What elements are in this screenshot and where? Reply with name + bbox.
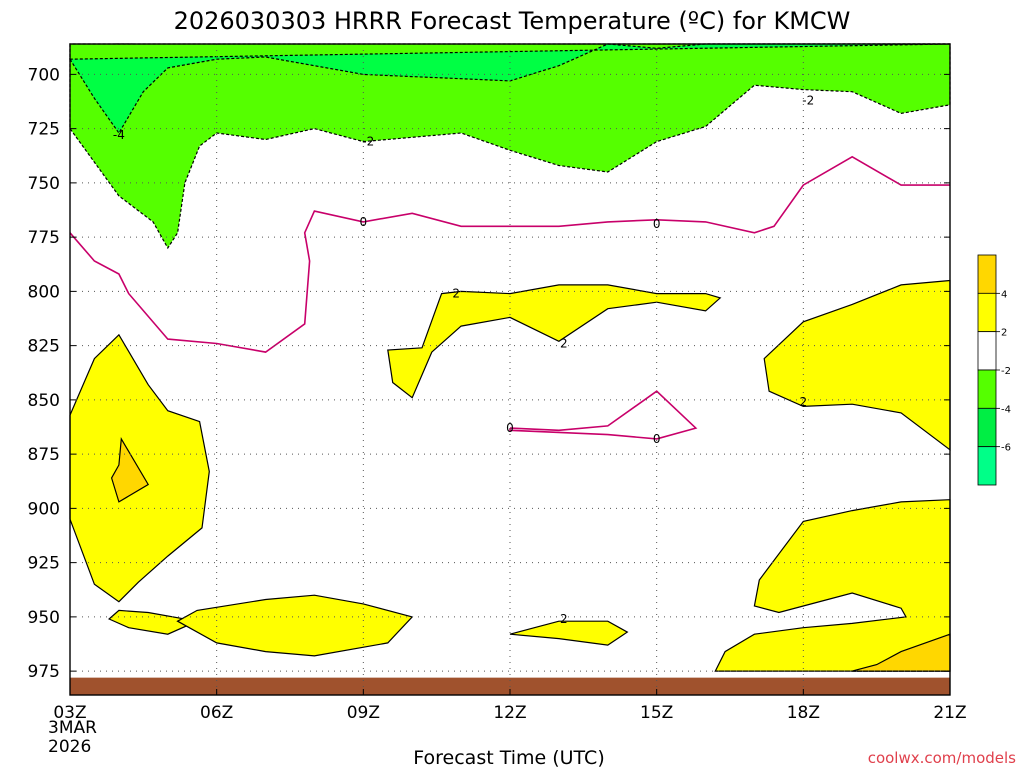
chart-title: 2026030303 HRRR Forecast Temperature (ºC… bbox=[174, 7, 851, 35]
y-tick-label-825: 825 bbox=[28, 337, 60, 357]
x-tick-label-09Z: 09Z bbox=[347, 703, 380, 723]
contour-label-5: 2 bbox=[452, 287, 460, 301]
contour-label-0: -4 bbox=[113, 128, 125, 142]
contour-label-3: 0 bbox=[360, 215, 368, 229]
warm-region-4 bbox=[110, 436, 150, 503]
y-tick-label-775: 775 bbox=[28, 228, 60, 248]
x-date-line-1: 3MAR bbox=[48, 718, 97, 738]
zero-contour-2 bbox=[509, 390, 698, 440]
warm-region-7 bbox=[763, 279, 951, 452]
y-tick-label-900: 900 bbox=[28, 499, 60, 519]
grid-lines bbox=[70, 44, 950, 695]
contour-label-1: -2 bbox=[362, 135, 374, 149]
credit-label: coolwx.com/models bbox=[868, 749, 1016, 767]
legend-label-4: -6 bbox=[1001, 443, 1011, 454]
x-axis-ticks: 03Z 06Z 09Z 12Z 15Z 18Z 21Z bbox=[53, 689, 967, 723]
x-tick-label-03Z: 03Z bbox=[53, 703, 86, 723]
contour-label-8: 0 bbox=[653, 432, 661, 446]
y-tick-label-750: 750 bbox=[28, 174, 60, 194]
legend-swatch-0 bbox=[977, 254, 997, 294]
y-tick-label-725: 725 bbox=[28, 120, 60, 140]
y-axis-ticks: 700 725 750 775 800 825 850 875 900 925 950 975 bbox=[28, 65, 950, 682]
warm-region-8 bbox=[714, 499, 951, 672]
warm-region-3 bbox=[176, 594, 414, 657]
y-tick-label-700: 700 bbox=[28, 65, 60, 85]
x-tick-label-21Z: 21Z bbox=[933, 703, 966, 723]
contour-fills bbox=[68, 43, 951, 672]
contour-label-10: 2 bbox=[560, 612, 568, 626]
warm-region-6 bbox=[509, 620, 629, 646]
zero-contour-1 bbox=[69, 155, 950, 353]
y-tick-label-875: 875 bbox=[28, 445, 60, 465]
legend-swatch-5 bbox=[977, 446, 997, 486]
legend-swatch-2 bbox=[977, 331, 997, 371]
contour-lines bbox=[69, 155, 950, 440]
legend-label-1: 2 bbox=[1001, 328, 1007, 339]
legend-swatch-3 bbox=[977, 369, 997, 409]
x-tick-label-15Z: 15Z bbox=[640, 703, 673, 723]
x-tick-label-18Z: 18Z bbox=[787, 703, 820, 723]
contour-label-6: 2 bbox=[560, 336, 568, 350]
x-tick-label-12Z: 12Z bbox=[493, 703, 526, 723]
x-date-line-2: 2026 bbox=[48, 737, 91, 757]
contour-label-9: 2 bbox=[800, 395, 808, 409]
x-axis-label: Forecast Time (UTC) bbox=[413, 747, 604, 768]
warm-region-1 bbox=[69, 333, 210, 603]
warm-region-5 bbox=[387, 284, 722, 399]
legend-swatch-4 bbox=[977, 407, 997, 448]
legend-label-2: -2 bbox=[1001, 366, 1011, 377]
contour-labels: -4 -2 -2 0 0 2 2 0 0 2 2 bbox=[113, 93, 814, 626]
legend-label-3: -4 bbox=[1001, 404, 1011, 415]
contour-label-7: 0 bbox=[506, 421, 514, 435]
color-legend: 4 2 -2 -4 -6 bbox=[977, 254, 1011, 486]
y-tick-label-925: 925 bbox=[28, 554, 60, 574]
x-tick-label-06Z: 06Z bbox=[200, 703, 233, 723]
y-tick-label-950: 950 bbox=[28, 608, 60, 628]
legend-label-0: 4 bbox=[1001, 289, 1007, 300]
y-tick-label-800: 800 bbox=[28, 282, 60, 302]
y-tick-label-850: 850 bbox=[28, 391, 60, 411]
legend-swatch-1 bbox=[977, 292, 997, 333]
contour-label-2: -2 bbox=[802, 93, 814, 107]
contour-label-4: 0 bbox=[653, 217, 661, 231]
y-tick-label-975: 975 bbox=[28, 662, 60, 682]
cold-region-minus4 bbox=[68, 43, 951, 135]
